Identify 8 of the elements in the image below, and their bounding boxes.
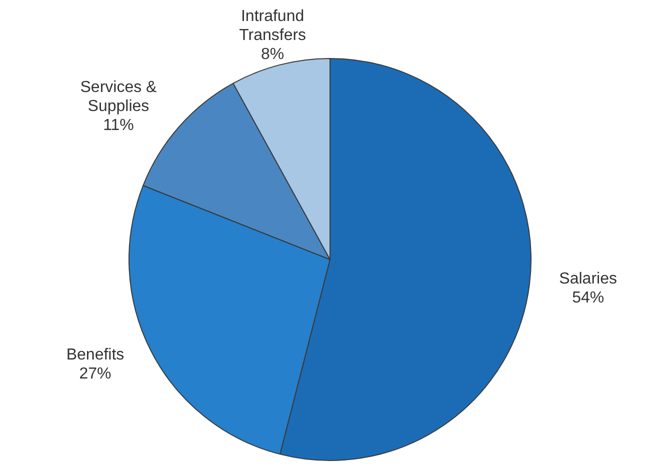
data-label: 27% <box>79 365 112 382</box>
slice-label: Intrafund Transfers <box>239 8 306 44</box>
slice-label: Benefits <box>66 346 124 364</box>
slice-label: Salaries <box>559 270 617 288</box>
data-label: 54% <box>572 289 604 306</box>
data-label: 8% <box>260 46 284 64</box>
data-label: 11% <box>103 117 134 134</box>
slice-label: Services & Supplies <box>80 79 158 116</box>
